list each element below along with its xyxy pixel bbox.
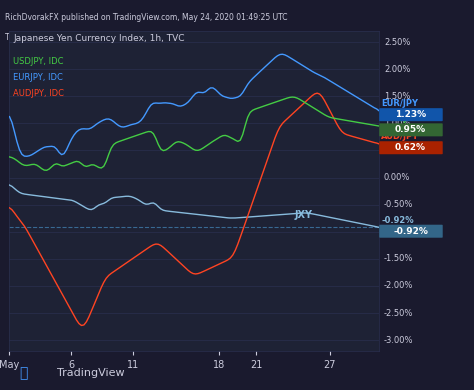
FancyBboxPatch shape <box>379 225 443 238</box>
Text: USD/JPY: USD/JPY <box>381 114 419 123</box>
Text: -3.00%: -3.00% <box>384 336 413 345</box>
Text: 0.50%: 0.50% <box>384 146 410 155</box>
Text: ⛅: ⛅ <box>19 366 27 380</box>
Text: RichDvorakFX published on TradingView.com, May 24, 2020 01:49:25 UTC: RichDvorakFX published on TradingView.co… <box>5 13 287 22</box>
FancyBboxPatch shape <box>379 108 443 121</box>
FancyBboxPatch shape <box>379 141 443 154</box>
Text: 1.23%: 1.23% <box>395 110 426 119</box>
Text: -2.00%: -2.00% <box>384 282 413 291</box>
Text: -2.50%: -2.50% <box>384 308 413 317</box>
Text: USDJPY, IDC: USDJPY, IDC <box>13 57 64 66</box>
Text: 2.50%: 2.50% <box>384 37 410 46</box>
Text: JXY: JXY <box>295 210 313 220</box>
Text: -0.50%: -0.50% <box>384 200 413 209</box>
Text: Japanese Yen Currency Index, 1h, TVC: Japanese Yen Currency Index, 1h, TVC <box>13 34 185 43</box>
Text: -0.92%: -0.92% <box>393 227 428 236</box>
Text: 0.00%: 0.00% <box>384 173 410 182</box>
Text: 2.00%: 2.00% <box>384 65 410 74</box>
Text: TVC:JXY, 60  92.9 0.0 (0%)  O:92.9  H:92.9  L:92.9  C:92.9: TVC:JXY, 60 92.9 0.0 (0%) O:92.9 H:92.9 … <box>5 33 223 42</box>
Text: -1.00%: -1.00% <box>384 227 413 236</box>
Text: EURJPY, IDC: EURJPY, IDC <box>13 73 63 82</box>
Text: -1.50%: -1.50% <box>384 254 413 263</box>
Text: 1.00%: 1.00% <box>384 119 410 128</box>
Text: 1.50%: 1.50% <box>384 92 410 101</box>
Text: AUD/JPY: AUD/JPY <box>381 132 419 141</box>
Text: -0.92%: -0.92% <box>381 216 414 225</box>
Text: EUR/JPY: EUR/JPY <box>381 99 418 108</box>
FancyBboxPatch shape <box>379 123 443 136</box>
Text: AUDJPY, IDC: AUDJPY, IDC <box>13 89 64 98</box>
Text: 0.62%: 0.62% <box>395 143 426 152</box>
Text: 0.95%: 0.95% <box>395 125 426 134</box>
Text: TradingView: TradingView <box>57 368 125 378</box>
